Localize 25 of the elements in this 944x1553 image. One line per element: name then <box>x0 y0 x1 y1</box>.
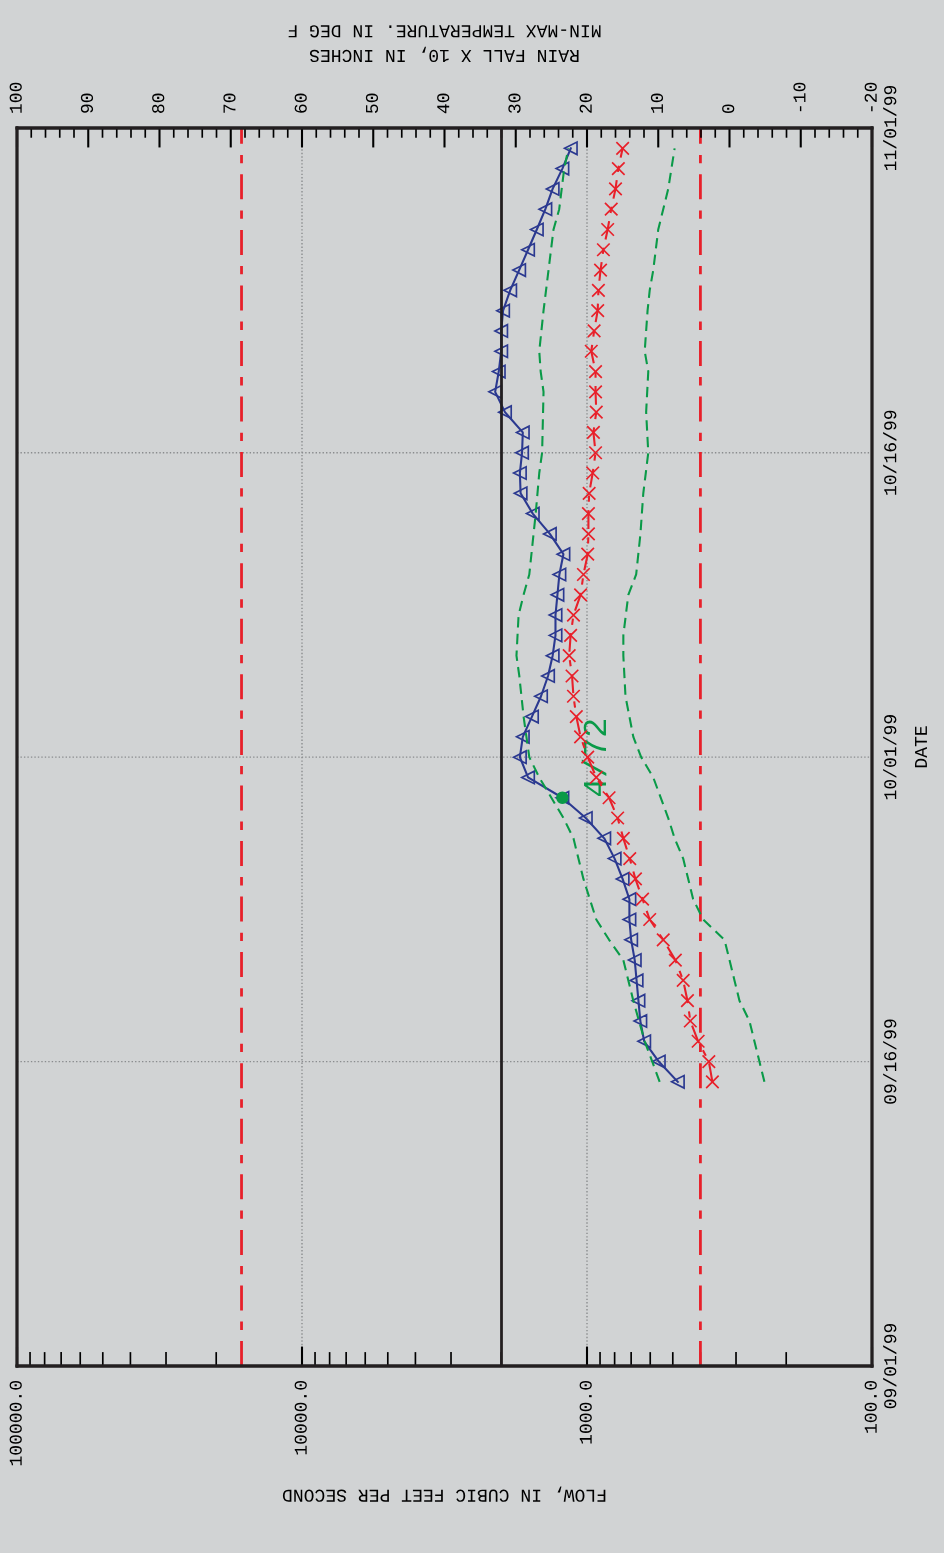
x2-tick-label: -10 <box>793 82 806 112</box>
x2-tick-label: 100 <box>9 82 22 113</box>
x-tick-label: 1000.0 <box>579 1381 592 1444</box>
y-tick-label: 10/16/99 <box>883 410 897 495</box>
x2-tick-label: 70 <box>223 93 236 113</box>
x2-tick-label: 0 <box>722 104 735 114</box>
x2-tick-label: 60 <box>294 93 307 113</box>
x2-tick-label: -20 <box>864 82 877 112</box>
x-tick-label: 100000.0 <box>9 1381 22 1466</box>
x-tick-label: 10000.0 <box>294 1381 307 1455</box>
y-axis-title: DATE <box>915 726 927 768</box>
y-tick-label: 09/16/99 <box>883 1019 897 1104</box>
x2-tick-label: 80 <box>152 93 165 113</box>
x2-tick-label: 10 <box>650 93 664 113</box>
x2-tick-label: 40 <box>437 93 450 114</box>
x-axis-title: FLOW, IN CUBIC FEET PER SECOND <box>282 1486 606 1502</box>
x2-tick-label: 20 <box>579 93 592 113</box>
x2-tick-label: 90 <box>80 93 94 113</box>
x2-axis-title: RAIN FALL X 10, IN INCHES MIN-MAX TEMPERATURE. IN DEG F <box>288 25 601 63</box>
x2-tick-label: 30 <box>508 93 521 113</box>
y-tick-label: 10/01/99 <box>883 715 897 800</box>
x-tick-label: 100.0 <box>864 1381 877 1433</box>
y-tick-label: 11/01/99 <box>883 85 897 171</box>
y-tick-label: 09/01/99 <box>883 1323 897 1409</box>
x2-tick-label: 50 <box>365 93 379 113</box>
